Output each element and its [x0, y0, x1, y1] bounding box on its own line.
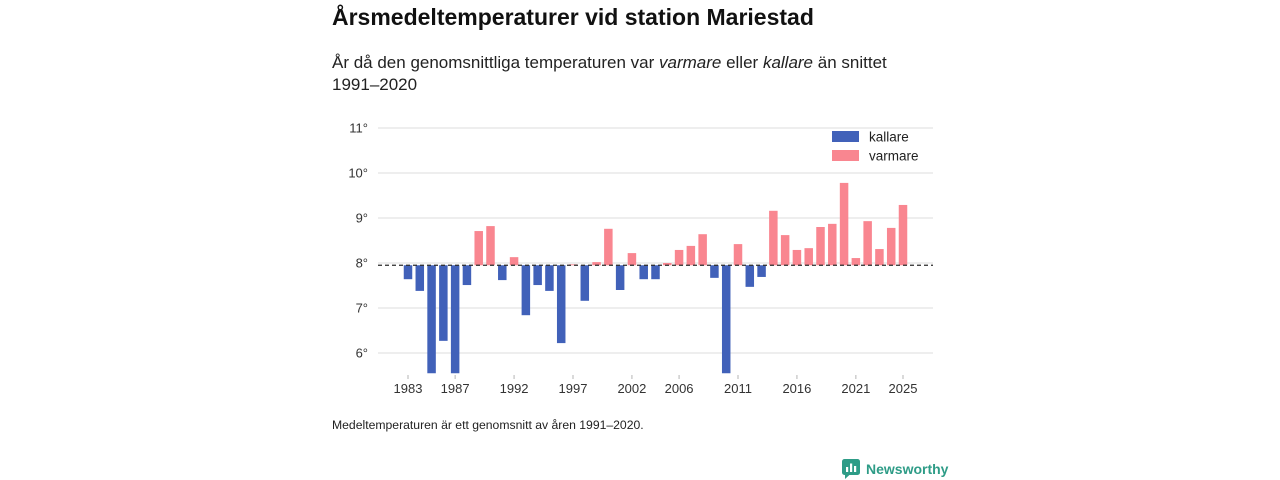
y-tick-label: 11°	[349, 121, 368, 136]
y-tick-label: 8°	[356, 256, 368, 271]
newsworthy-logo-text: Newsworthy	[866, 461, 949, 477]
subtitle-lead: År då den genomsnittliga temperaturen va…	[332, 53, 655, 72]
bar-2012	[745, 265, 755, 287]
bar-2005	[663, 263, 672, 266]
bar-2002	[627, 253, 637, 266]
bar-1987	[450, 265, 460, 374]
bar-2023	[875, 249, 884, 266]
bar-2018	[816, 227, 825, 266]
bar-1991	[498, 265, 507, 281]
newsworthy-logo: Newsworthy	[842, 459, 948, 479]
bar-1993	[521, 265, 531, 316]
legend-label-kallare: kallare	[869, 130, 909, 145]
subtitle-period: 1991–2020	[332, 75, 418, 94]
logo-icon-bar	[850, 463, 853, 472]
bar-2014	[769, 210, 778, 266]
chart-footnote: Medeltemperaturen är ett genomsnitt av å…	[332, 418, 644, 432]
x-tick-label: 2021	[841, 381, 870, 396]
x-tick-label: 2011	[724, 381, 752, 396]
bar-1998	[580, 265, 590, 301]
bars	[403, 182, 908, 374]
legend-swatch-varmare	[832, 150, 859, 161]
subtitle-than-average: än snittet	[817, 53, 887, 72]
subtitle-or: eller	[726, 53, 759, 72]
bar-2015	[780, 235, 790, 266]
y-tick-label: 10°	[348, 166, 368, 181]
x-tick-label: 2002	[617, 381, 646, 396]
y-tick-label: 7°	[356, 301, 368, 316]
logo-icon-bar	[854, 466, 857, 472]
bar-2008	[698, 234, 707, 266]
bar-2006	[674, 249, 684, 266]
bar-2020	[839, 182, 849, 266]
legend-swatch-kallare	[832, 131, 859, 142]
bar-1983	[403, 265, 413, 280]
bar-2010	[721, 265, 731, 374]
x-tick-label: 1983	[394, 381, 423, 396]
bar-1986	[439, 265, 448, 341]
bar-2001	[615, 265, 625, 290]
bar-1999	[592, 262, 601, 266]
logo-icon-tail	[845, 474, 851, 479]
bar-1990	[486, 226, 495, 266]
bar-2022	[863, 221, 872, 266]
bar-2009	[710, 265, 719, 278]
x-tick-label: 1987	[441, 381, 470, 396]
bar-1996	[556, 265, 566, 344]
newsworthy-logo-icon	[842, 459, 860, 479]
bar-2025	[898, 204, 908, 266]
bar-2011	[733, 244, 743, 266]
x-tick-label: 2016	[782, 381, 811, 396]
x-tick-label: 2006	[665, 381, 694, 396]
bar-1984	[415, 265, 425, 291]
bar-1992	[509, 257, 519, 266]
bar-1995	[545, 265, 554, 291]
chart-subtitle: År då den genomsnittliga temperaturen va…	[332, 52, 952, 96]
bar-2017	[804, 248, 813, 266]
chart-title: Årsmedeltemperaturer vid station Mariest…	[332, 4, 814, 30]
bar-2016	[792, 249, 802, 266]
bar-2007	[686, 245, 696, 266]
bar-2000	[604, 228, 613, 266]
bar-1988	[462, 265, 472, 286]
x-tick-label: 1992	[500, 381, 529, 396]
bar-2024	[886, 227, 896, 266]
bar-1994	[533, 265, 542, 286]
bar-2004	[651, 265, 660, 280]
bar-2019	[828, 223, 837, 266]
subtitle-warmer: varmare	[658, 53, 722, 72]
logo-icon-bar	[846, 467, 849, 472]
bar-chart: 11° 10° 9° 8° 7° 6° 1983 1987 1992 1997 2002 2006 2…	[348, 121, 933, 396]
bar-1997	[568, 264, 578, 266]
bar-2021	[851, 258, 861, 266]
bar-2013	[757, 265, 766, 277]
bar-2003	[639, 265, 648, 280]
bar-1989	[474, 231, 483, 266]
bar-1985	[427, 265, 436, 374]
subtitle-colder: kallare	[762, 53, 814, 72]
x-axis: 1983 1987 1992 1997 2002 2006 2011 2016 2021 2025	[394, 375, 918, 396]
y-tick-label: 9°	[356, 211, 368, 226]
x-tick-label: 2025	[889, 381, 918, 396]
y-tick-label: 6°	[356, 346, 368, 361]
x-tick-label: 1997	[559, 381, 588, 396]
legend-label-varmare: varmare	[869, 149, 919, 164]
legend: kallare varmare	[832, 130, 919, 164]
